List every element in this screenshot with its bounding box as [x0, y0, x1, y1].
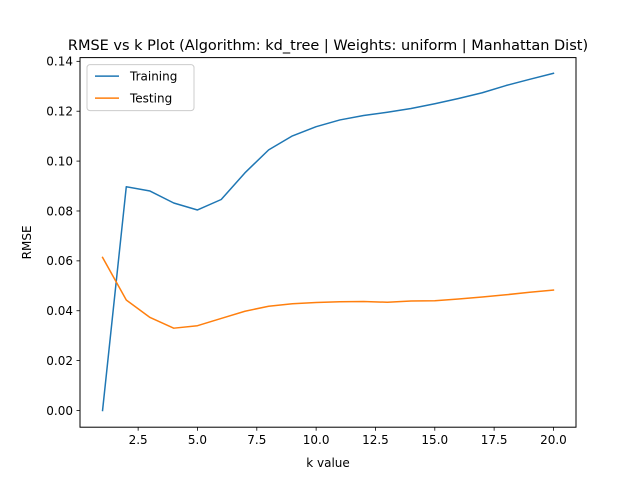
plot-border — [79, 57, 577, 428]
y-tick-label: 0.06 — [46, 254, 73, 268]
y-tick-label: 0.00 — [46, 404, 73, 418]
legend: Training Testing — [86, 64, 195, 112]
series-line-testing — [101, 256, 555, 329]
y-tick-label: 0.08 — [46, 204, 73, 218]
y-tick-label: 0.04 — [46, 304, 73, 318]
x-tick-label: 10.0 — [303, 433, 330, 447]
x-tick-label: 2.5 — [129, 433, 148, 447]
y-axis-ticks: 0.00 0.02 0.04 0.06 0.08 0.10 0.12 0.14 — [46, 55, 80, 418]
x-tick-label: 17.5 — [481, 433, 508, 447]
x-tick-label: 7.5 — [247, 433, 266, 447]
y-axis-label: RMSE — [20, 225, 34, 259]
x-tick-label: 5.0 — [188, 433, 207, 447]
x-tick-label: 20.0 — [540, 433, 567, 447]
series-layer — [101, 72, 555, 412]
y-tick-label: 0.12 — [46, 105, 73, 119]
x-tick-label: 12.5 — [362, 433, 389, 447]
y-tick-label: 0.10 — [46, 154, 73, 168]
y-tick-label: 0.14 — [46, 55, 73, 69]
chart-title: RMSE vs k Plot (Algorithm: kd_tree | Wei… — [68, 38, 588, 54]
legend-label-testing: Testing — [129, 91, 172, 105]
y-tick-label: 0.02 — [46, 354, 73, 368]
legend-label-training: Training — [129, 69, 177, 83]
x-tick-label: 15.0 — [421, 433, 448, 447]
x-axis-ticks: 2.5 5.0 7.5 10.0 12.5 15.0 17.5 20.0 — [129, 427, 567, 447]
x-axis-label: k value — [306, 456, 350, 470]
plot-area — [80, 57, 576, 428]
series-line-training — [101, 72, 555, 412]
